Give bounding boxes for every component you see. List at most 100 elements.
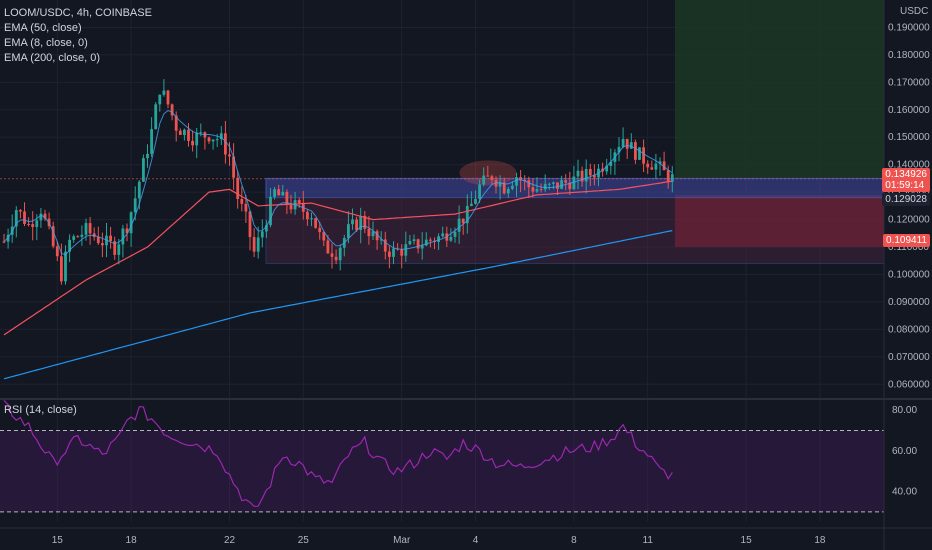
level-mid-badge: 0.129028 xyxy=(882,193,930,206)
candle-body xyxy=(80,234,84,237)
candle-body xyxy=(572,176,576,190)
candle-body xyxy=(195,132,199,146)
candle-body xyxy=(543,183,547,190)
candle-body xyxy=(68,239,71,252)
candle-body xyxy=(318,227,322,233)
candle-body xyxy=(420,245,424,249)
candle-body xyxy=(486,175,490,177)
candle-body xyxy=(236,177,240,200)
candle-body xyxy=(199,132,203,134)
candle-body xyxy=(609,161,613,166)
date-tick-label: 11 xyxy=(643,535,654,546)
price-tick-label: 0.160000 xyxy=(888,105,930,116)
candle-body xyxy=(511,185,514,189)
candle-body xyxy=(256,237,260,252)
candle-body xyxy=(146,153,149,159)
price-tick-label: 0.130000 xyxy=(888,187,930,198)
date-tick-label: Mar xyxy=(393,535,411,546)
candle-body xyxy=(658,161,662,164)
candle-body xyxy=(23,211,26,224)
candle-body xyxy=(453,231,457,237)
candle-body xyxy=(285,191,289,205)
candle-body xyxy=(547,183,551,185)
date-tick-label: 15 xyxy=(741,535,753,546)
candle-body xyxy=(552,182,555,184)
date-tick-label: 18 xyxy=(126,535,138,546)
candle-body xyxy=(412,239,416,242)
candle-body xyxy=(162,90,166,95)
candle-body xyxy=(646,163,650,168)
rsi-tick-label: 40.00 xyxy=(892,487,917,498)
candle-body xyxy=(133,198,137,213)
candle-body xyxy=(449,236,453,241)
candle-body xyxy=(580,170,584,182)
ema50-legend[interactable]: EMA (50, close) xyxy=(4,22,82,34)
candle-body xyxy=(666,170,670,182)
candle-body xyxy=(27,223,30,225)
candle-body xyxy=(314,218,317,228)
price-tick-label: 0.070000 xyxy=(888,352,930,363)
candle-body xyxy=(334,256,338,261)
candle-body xyxy=(297,200,301,204)
candle-body xyxy=(506,188,510,194)
candle-body xyxy=(437,236,440,242)
candle-body xyxy=(277,189,281,196)
candle-body xyxy=(629,142,633,149)
candle-body xyxy=(617,147,621,153)
candle-body xyxy=(96,236,100,244)
candle-body xyxy=(338,247,342,261)
candle-body xyxy=(219,133,223,140)
candle-body xyxy=(125,228,129,234)
price-tick-label: 0.180000 xyxy=(888,50,930,61)
candle-body xyxy=(531,187,535,192)
candle-body xyxy=(539,189,543,191)
candle-body xyxy=(490,176,494,180)
candle-body xyxy=(576,170,580,177)
candle-body xyxy=(117,244,121,255)
candle-body xyxy=(371,231,375,237)
profit-zone xyxy=(675,0,884,179)
rsi-band-fill xyxy=(0,430,884,512)
candle-body xyxy=(429,239,432,241)
candle-body xyxy=(642,147,645,164)
candle-body xyxy=(670,174,674,182)
date-tick-label: 8 xyxy=(571,535,577,546)
price-tick-label: 0.140000 xyxy=(888,160,930,171)
candle-body xyxy=(375,231,379,241)
candle-body xyxy=(60,256,63,282)
candle-body xyxy=(64,251,67,282)
candle-body xyxy=(560,180,563,189)
price-tick-label: 0.080000 xyxy=(888,324,930,335)
candle-body xyxy=(142,158,145,182)
symbol-title[interactable]: LOOM/USDC, 4h, COINBASE xyxy=(4,7,152,19)
price-tick-label: 0.100000 xyxy=(888,269,930,280)
candle-body xyxy=(654,163,658,170)
candle-body xyxy=(55,246,59,257)
rsi-tick-label: 60.00 xyxy=(892,446,917,457)
candle-body xyxy=(605,165,609,172)
ema50-line xyxy=(3,180,673,336)
candle-body xyxy=(634,142,637,160)
candle-body xyxy=(441,233,445,237)
candle-body xyxy=(502,182,506,194)
candle-body xyxy=(211,139,215,142)
rsi-legend[interactable]: RSI (14, close) xyxy=(4,404,77,416)
candle-body xyxy=(178,130,182,135)
rsi-line xyxy=(3,399,673,507)
candle-body xyxy=(355,219,358,231)
candle-body xyxy=(478,184,481,199)
candle-body xyxy=(388,251,391,257)
candle-body xyxy=(568,182,572,190)
ema8-legend[interactable]: EMA (8, close, 0) xyxy=(4,37,88,49)
candle-body xyxy=(248,211,252,238)
price-tick-label: 0.170000 xyxy=(888,77,930,88)
price-tick-label: 0.190000 xyxy=(888,22,930,33)
candle-body xyxy=(228,154,231,157)
candle-body xyxy=(2,241,6,243)
candle-body xyxy=(207,137,211,142)
candle-body xyxy=(109,235,112,242)
candle-body xyxy=(137,181,141,199)
candle-body xyxy=(88,223,92,234)
ema200-legend[interactable]: EMA (200, close, 0) xyxy=(4,52,100,64)
